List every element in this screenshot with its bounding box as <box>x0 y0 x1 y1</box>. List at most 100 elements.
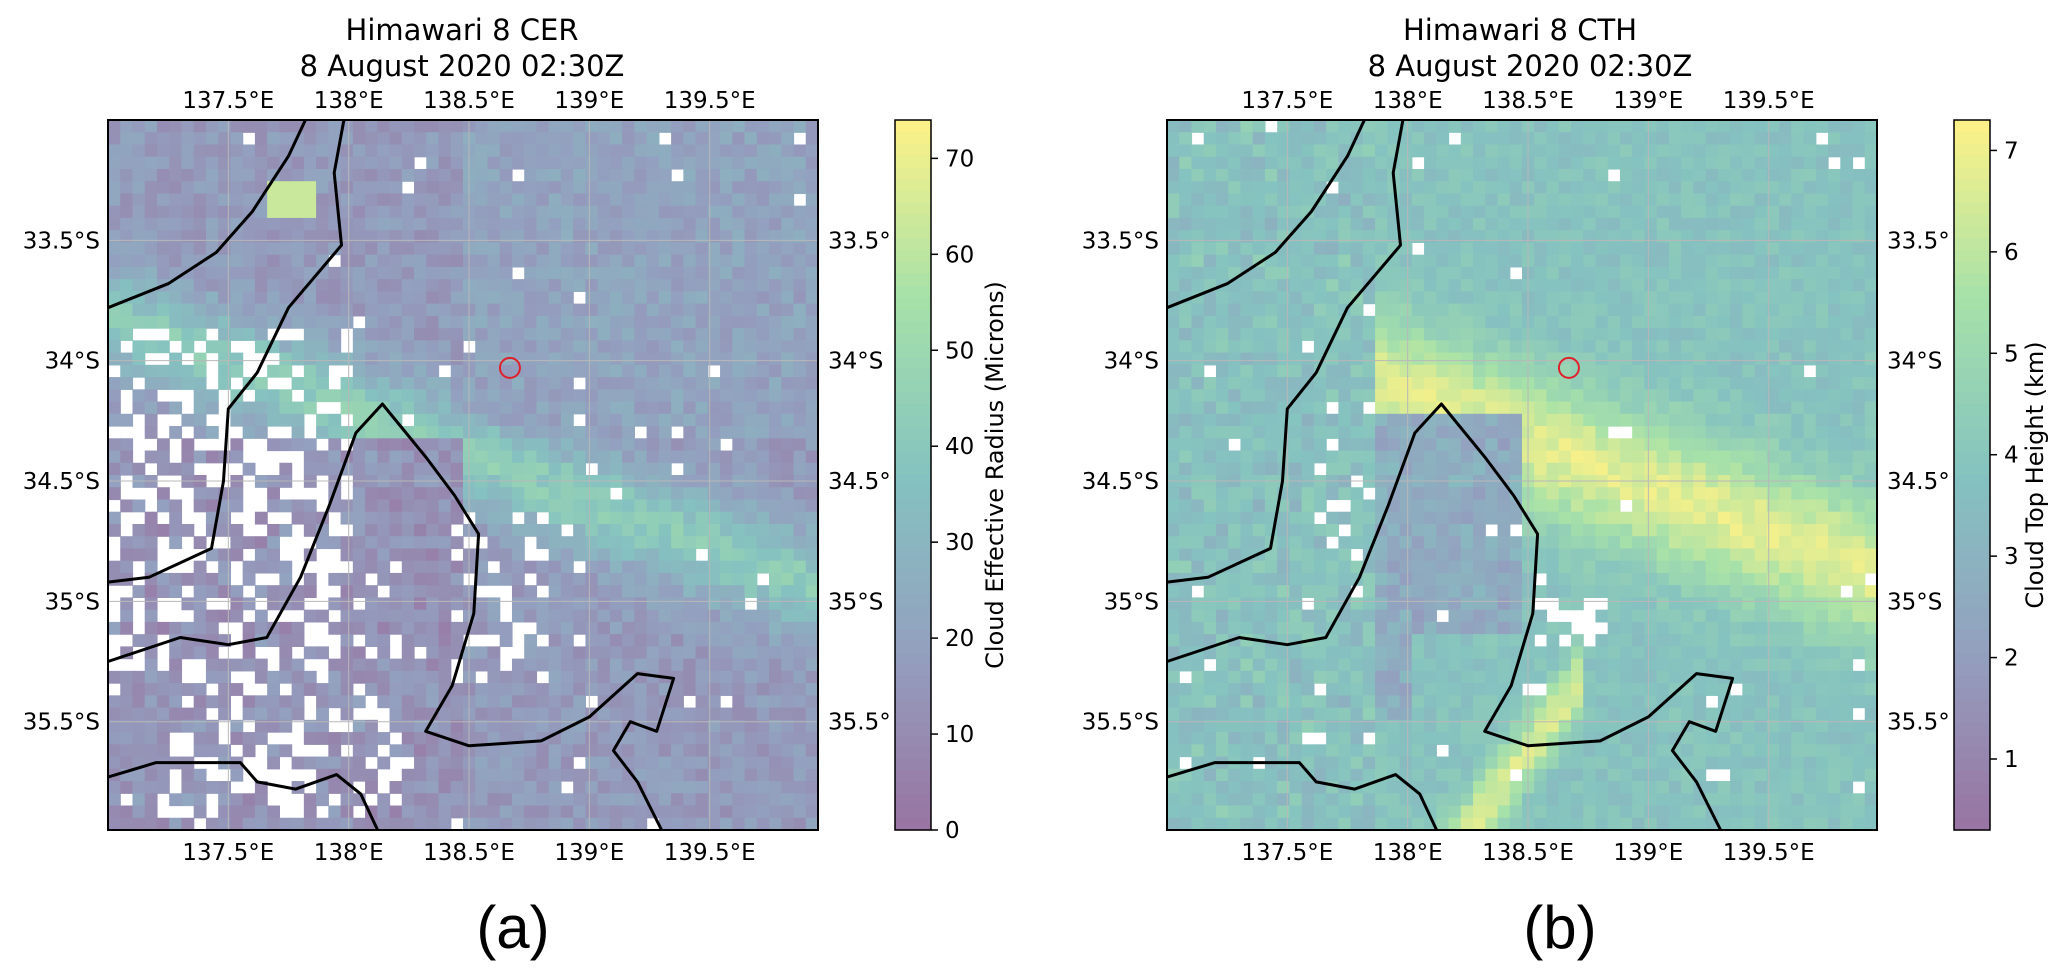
heatmap-cell <box>475 659 488 672</box>
heatmap-cell <box>390 806 403 819</box>
heatmap-cell <box>414 622 427 635</box>
heatmap-cell <box>365 781 378 794</box>
heatmap-cell <box>451 279 464 292</box>
heatmap-cell <box>524 157 537 170</box>
heatmap-cell <box>1216 610 1229 623</box>
heatmap-cell <box>145 389 158 402</box>
heatmap-cell <box>1338 671 1351 684</box>
heatmap-cell <box>1412 634 1425 647</box>
heatmap-cell <box>353 585 366 598</box>
lat-tick-label-right: 35°S <box>828 589 883 615</box>
heatmap-cell <box>757 451 770 464</box>
heatmap-cell <box>1510 402 1523 415</box>
heatmap-cell <box>1167 144 1180 157</box>
heatmap-cell <box>1400 279 1413 292</box>
heatmap-cell <box>659 291 672 304</box>
heatmap-cell <box>671 757 684 770</box>
heatmap-cell <box>218 267 231 280</box>
heatmap-cell <box>696 438 709 451</box>
heatmap-cell <box>230 132 243 145</box>
heatmap-cell <box>1449 353 1462 366</box>
heatmap-cell <box>377 389 390 402</box>
heatmap-cell <box>1204 193 1217 206</box>
heatmap-cell <box>696 193 709 206</box>
heatmap-cell <box>1302 291 1315 304</box>
heatmap-cell <box>1412 218 1425 231</box>
heatmap-cell <box>243 659 256 672</box>
heatmap-cell <box>1179 230 1192 243</box>
colorbar-step <box>895 309 931 321</box>
heatmap-cell <box>353 181 366 194</box>
heatmap-cell <box>157 120 170 133</box>
heatmap-cell <box>1363 218 1376 231</box>
heatmap-cell <box>1191 610 1204 623</box>
heatmap-cell <box>132 144 145 157</box>
heatmap-cell <box>1375 353 1388 366</box>
heatmap-cell <box>1277 340 1290 353</box>
heatmap-cell <box>1314 206 1327 219</box>
heatmap-cell <box>132 402 145 415</box>
heatmap-cell <box>439 426 452 439</box>
heatmap-cell <box>1461 634 1474 647</box>
heatmap-cell <box>1191 622 1204 635</box>
heatmap-cell <box>292 671 305 684</box>
heatmap-cell <box>475 132 488 145</box>
heatmap-cell <box>549 585 562 598</box>
heatmap-cell <box>316 757 329 770</box>
heatmap-cell <box>1485 206 1498 219</box>
heatmap-cell <box>806 561 819 574</box>
heatmap-cell <box>1338 818 1351 831</box>
heatmap-cell <box>255 695 268 708</box>
heatmap-cell <box>1240 377 1253 390</box>
heatmap-cell <box>1534 438 1547 451</box>
heatmap-cell <box>439 169 452 182</box>
heatmap-cell <box>720 610 733 623</box>
heatmap-cell <box>549 120 562 133</box>
heatmap-cell <box>1351 806 1364 819</box>
heatmap-cell <box>353 353 366 366</box>
heatmap-cell <box>696 242 709 255</box>
heatmap-cell <box>451 708 464 721</box>
heatmap-cell <box>145 561 158 574</box>
heatmap-cell <box>181 218 194 231</box>
heatmap-cell <box>757 463 770 476</box>
heatmap-cell <box>1314 218 1327 231</box>
heatmap-cell <box>108 806 121 819</box>
heatmap-cell <box>1559 585 1572 598</box>
heatmap-cell <box>1498 267 1511 280</box>
heatmap-cell <box>1363 242 1376 255</box>
heatmap-cell <box>1510 536 1523 549</box>
heatmap-cell <box>634 548 647 561</box>
heatmap-cell <box>536 206 549 219</box>
heatmap-cell <box>598 683 611 696</box>
heatmap-cell <box>732 157 745 170</box>
heatmap-cell <box>806 438 819 451</box>
heatmap-cell <box>1228 426 1241 439</box>
heatmap-cell <box>1436 279 1449 292</box>
heatmap-cell <box>353 744 366 757</box>
heatmap-cell <box>745 806 758 819</box>
heatmap-cell <box>769 353 782 366</box>
heatmap-cell <box>194 536 207 549</box>
heatmap-cell <box>1179 353 1192 366</box>
heatmap-cell <box>1179 818 1192 831</box>
heatmap-cell <box>671 291 684 304</box>
heatmap-cell <box>145 548 158 561</box>
heatmap-cell <box>1436 328 1449 341</box>
heatmap-cell <box>500 120 513 133</box>
heatmap-cell <box>549 512 562 525</box>
heatmap-cell <box>120 622 133 635</box>
heatmap-cell <box>549 316 562 329</box>
heatmap-cell <box>439 279 452 292</box>
heatmap-cell <box>573 169 586 182</box>
heatmap-cell <box>1546 622 1559 635</box>
heatmap-cell <box>120 744 133 757</box>
heatmap-cell <box>108 279 121 292</box>
colorbar-step <box>895 380 931 392</box>
heatmap-cell <box>622 157 635 170</box>
heatmap-cell <box>647 340 660 353</box>
heatmap-cell <box>512 402 525 415</box>
heatmap-cell <box>536 781 549 794</box>
heatmap-cell <box>745 218 758 231</box>
heatmap-cell <box>512 573 525 586</box>
